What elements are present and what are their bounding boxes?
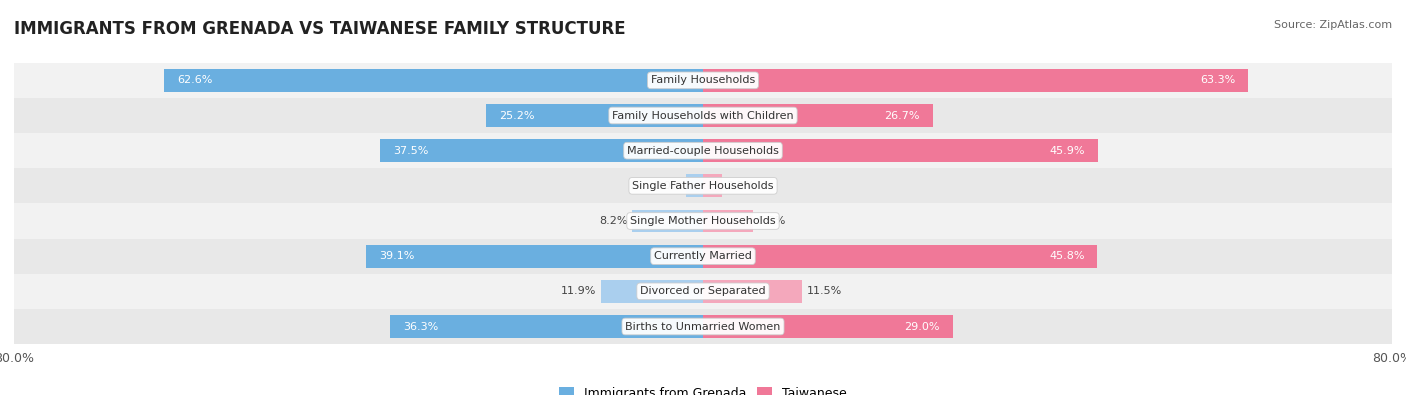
FancyBboxPatch shape (14, 203, 1392, 239)
FancyBboxPatch shape (14, 63, 1392, 98)
Text: Single Mother Households: Single Mother Households (630, 216, 776, 226)
Text: Married-couple Households: Married-couple Households (627, 146, 779, 156)
Bar (165, 69, 703, 92)
Text: 45.9%: 45.9% (1050, 146, 1085, 156)
FancyBboxPatch shape (14, 239, 1392, 274)
Text: 11.9%: 11.9% (561, 286, 596, 296)
Text: 29.0%: 29.0% (904, 322, 939, 331)
FancyBboxPatch shape (14, 133, 1392, 168)
Text: 37.5%: 37.5% (392, 146, 429, 156)
Text: Family Households: Family Households (651, 75, 755, 85)
Text: Family Households with Children: Family Households with Children (612, 111, 794, 120)
FancyBboxPatch shape (14, 98, 1392, 133)
Bar (703, 104, 934, 127)
Text: 11.5%: 11.5% (807, 286, 842, 296)
Text: Divorced or Separated: Divorced or Separated (640, 286, 766, 296)
FancyBboxPatch shape (14, 274, 1392, 309)
Bar (703, 315, 953, 338)
Bar (367, 245, 703, 267)
FancyBboxPatch shape (14, 168, 1392, 203)
Bar (703, 280, 801, 303)
Bar (486, 104, 703, 127)
Text: 36.3%: 36.3% (404, 322, 439, 331)
Bar (703, 210, 754, 232)
Legend: Immigrants from Grenada, Taiwanese: Immigrants from Grenada, Taiwanese (554, 382, 852, 395)
Bar (686, 175, 703, 197)
Text: 62.6%: 62.6% (177, 75, 212, 85)
Text: 25.2%: 25.2% (499, 111, 534, 120)
Text: Births to Unmarried Women: Births to Unmarried Women (626, 322, 780, 331)
Bar (703, 245, 1098, 267)
FancyBboxPatch shape (14, 309, 1392, 344)
Text: 45.8%: 45.8% (1049, 251, 1084, 261)
Bar (600, 280, 703, 303)
Text: IMMIGRANTS FROM GRENADA VS TAIWANESE FAMILY STRUCTURE: IMMIGRANTS FROM GRENADA VS TAIWANESE FAM… (14, 20, 626, 38)
Bar (703, 69, 1249, 92)
Bar (703, 139, 1098, 162)
Text: Source: ZipAtlas.com: Source: ZipAtlas.com (1274, 20, 1392, 30)
Text: 2.0%: 2.0% (654, 181, 682, 191)
Bar (703, 175, 721, 197)
Text: Currently Married: Currently Married (654, 251, 752, 261)
Text: 63.3%: 63.3% (1199, 75, 1236, 85)
Bar (391, 315, 703, 338)
Text: 8.2%: 8.2% (599, 216, 628, 226)
Bar (380, 139, 703, 162)
Text: 5.8%: 5.8% (758, 216, 786, 226)
Text: 39.1%: 39.1% (380, 251, 415, 261)
Text: Single Father Households: Single Father Households (633, 181, 773, 191)
Text: 26.7%: 26.7% (884, 111, 920, 120)
Bar (633, 210, 703, 232)
Text: 2.2%: 2.2% (727, 181, 755, 191)
